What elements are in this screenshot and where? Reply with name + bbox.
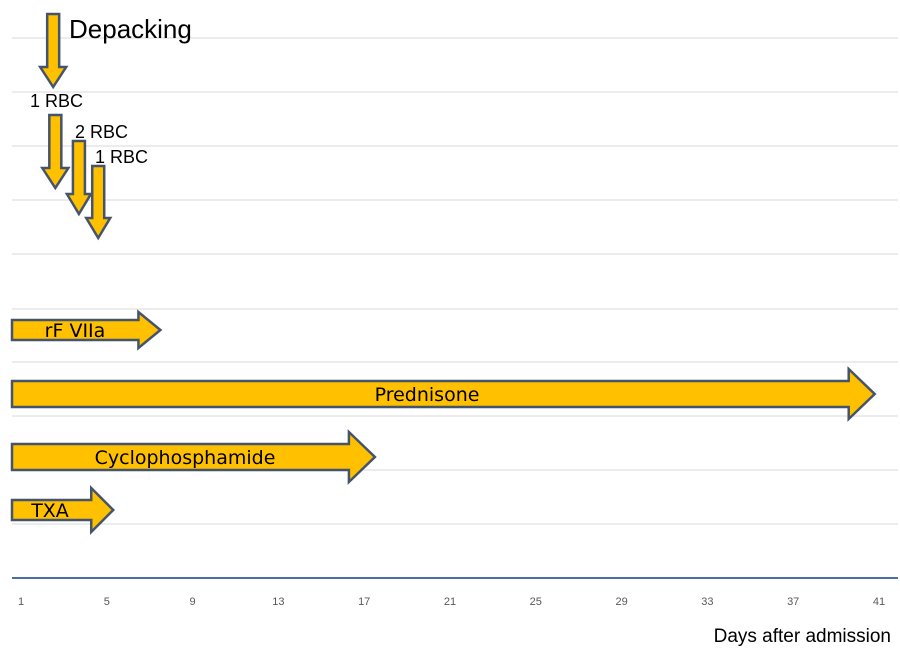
event-arrows: Depacking 1 RBC 2 RBC 1 RBC [30,12,192,241]
grid-lines [12,37,898,525]
x-axis-title: Days after admission [714,626,891,647]
treatment-arrows: rF VIIa Prednisone Cyclophosphamide TXA [10,309,877,536]
event-arrow [37,12,69,90]
x-tick-label: 29 [615,596,627,608]
treatment-arrow [10,429,377,485]
event-arrow [40,113,71,191]
event-label: 1 RBC [30,91,83,111]
event-label: 2 RBC [75,122,128,142]
event-arrow [84,164,113,241]
x-tick-label: 41 [873,596,885,608]
event-label: 1 RBC [95,147,148,167]
x-tick-label: 1 [18,596,24,608]
x-tick-label: 13 [272,596,284,608]
x-tick-labels: 1 5 9 13 17 21 25 29 33 37 41 [18,596,885,608]
treatment-arrow [10,366,877,422]
treatment-label: rF VIIa [45,320,106,342]
x-tick-label: 9 [190,596,196,608]
x-tick-label: 5 [104,596,110,608]
x-tick-label: 25 [530,596,542,608]
treatment-arrow [10,484,116,536]
x-tick-label: 37 [787,596,799,608]
event-arrow [64,139,94,217]
x-tick-label: 17 [358,596,370,608]
treatment-label: Prednisone [375,384,480,406]
x-tick-label: 33 [701,596,713,608]
event-label: Depacking [69,14,192,44]
treatment-label: Cyclophosphamide [95,447,276,469]
x-tick-label: 21 [444,596,456,608]
treatment-label: TXA [30,500,69,522]
treatment-arrow [10,309,163,351]
